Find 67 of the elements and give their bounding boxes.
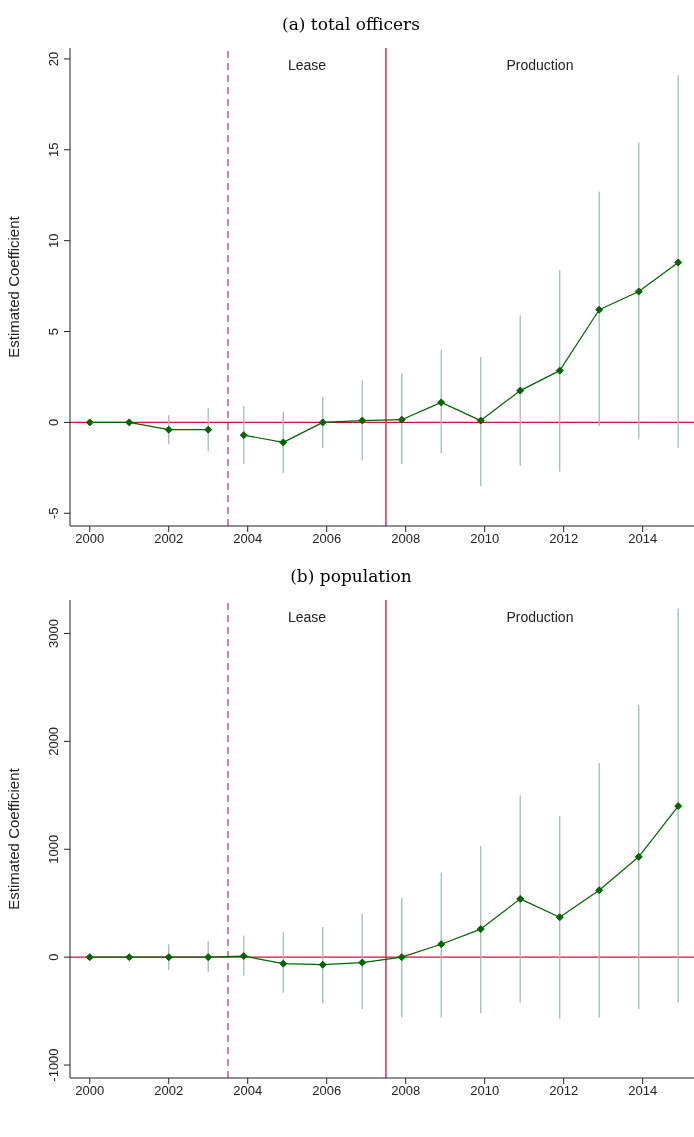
chart-title: (a) total officers [281, 13, 421, 36]
point [476, 925, 485, 934]
x-tick-label: 2000 [75, 1083, 105, 1099]
x-tick-label: 2004 [233, 531, 263, 547]
x-tick-label: 2006 [312, 531, 342, 547]
x-tick-label: 2004 [233, 1083, 263, 1099]
y-tick-label: 0 [46, 953, 61, 961]
y-axis-title: Estimated Coefficient [5, 215, 23, 358]
point [674, 802, 683, 811]
point [85, 953, 94, 962]
point [358, 416, 367, 425]
x-tick-label: 2014 [628, 1083, 658, 1099]
point [164, 425, 173, 434]
point [239, 952, 248, 961]
x-tick-label: 2014 [628, 531, 658, 547]
point [85, 418, 94, 427]
point [437, 398, 446, 407]
y-tick-label: 5 [46, 327, 61, 336]
point [318, 960, 327, 969]
x-tick-label: 2006 [312, 1083, 342, 1099]
point [516, 894, 525, 903]
chart-title: (b) population [289, 565, 413, 588]
x-tick-label: 2002 [154, 531, 184, 547]
annotation: Production [506, 56, 574, 73]
point [397, 953, 406, 962]
point [476, 416, 485, 425]
y-tick-label: -1000 [46, 1048, 61, 1082]
annotation: Lease [287, 56, 327, 73]
y-tick-label: 1000 [46, 834, 61, 864]
point [204, 953, 213, 962]
x-tick-label: 2010 [470, 531, 500, 547]
x-tick-label: 2010 [470, 1083, 500, 1099]
point [634, 852, 643, 861]
point [634, 287, 643, 296]
y-tick-label: 2000 [46, 726, 61, 756]
point [279, 959, 288, 968]
x-tick-label: 2008 [391, 531, 421, 547]
point [674, 258, 683, 267]
point [204, 425, 213, 434]
annotation: Lease [287, 608, 327, 625]
y-tick-label: 15 [46, 142, 61, 158]
point [595, 305, 604, 314]
point [279, 438, 288, 447]
point [239, 431, 248, 440]
point [555, 913, 564, 922]
y-tick-label: 0 [46, 418, 61, 427]
x-tick-label: 2002 [154, 1083, 184, 1099]
point [516, 386, 525, 395]
x-tick-label: 2000 [75, 531, 105, 547]
y-axis-title: Estimated Coefficient [5, 767, 23, 910]
annotation: Production [506, 608, 574, 625]
point [437, 940, 446, 949]
point [358, 958, 367, 967]
y-tick-label: 3000 [46, 618, 61, 648]
y-tick-label: 20 [46, 51, 61, 67]
x-tick-label: 2008 [391, 1083, 421, 1099]
x-tick-label: 2012 [549, 531, 579, 547]
point [555, 366, 564, 375]
point [595, 886, 604, 895]
y-tick-label: 10 [46, 233, 61, 248]
point [125, 953, 134, 962]
y-tick-label: -5 [46, 507, 61, 520]
point [397, 415, 406, 424]
point [318, 418, 327, 427]
x-tick-label: 2012 [549, 1083, 579, 1099]
point [164, 953, 173, 962]
point [125, 418, 134, 427]
